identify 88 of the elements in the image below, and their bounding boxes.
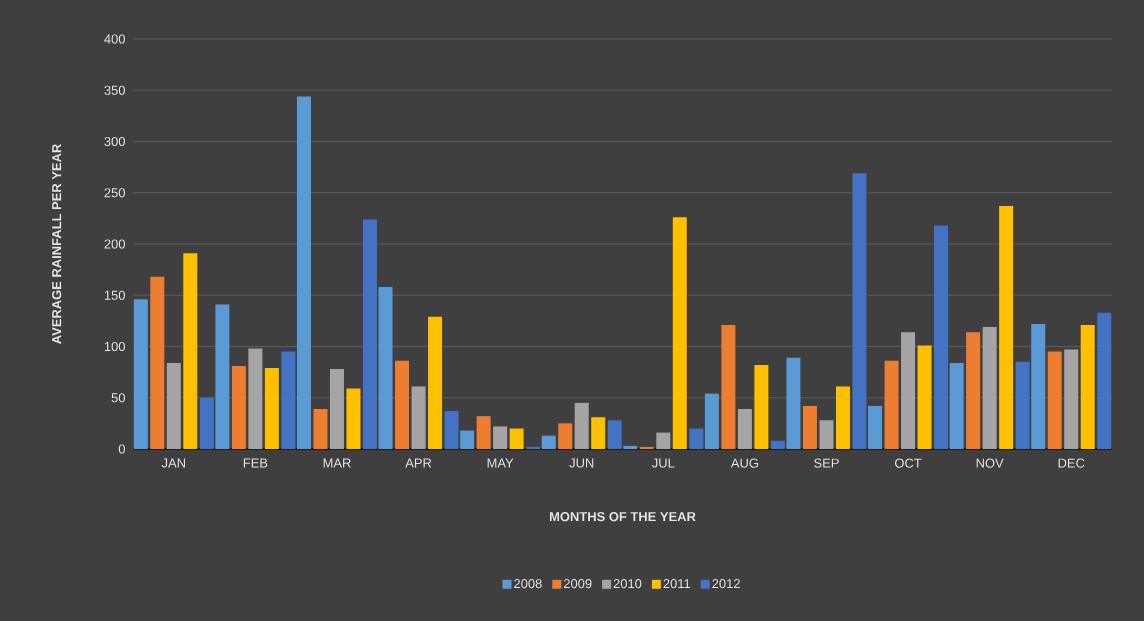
bar: [215, 304, 230, 449]
bar: [362, 219, 377, 449]
bar: [574, 402, 589, 449]
y-tick-label: 100: [104, 341, 125, 352]
bar: [281, 351, 296, 449]
bar: [901, 332, 916, 449]
bar: [917, 345, 932, 449]
bar: [346, 388, 361, 449]
bar: [835, 386, 850, 449]
bar: [476, 416, 491, 449]
bar: [949, 362, 964, 449]
x-axis-title: MONTHS OF THE YEAR: [549, 512, 696, 522]
bar: [509, 428, 524, 449]
bar: [656, 432, 671, 449]
bar: [999, 206, 1014, 449]
bar: [802, 405, 817, 449]
x-tick-label: JUL: [651, 458, 675, 468]
legend-label: 2011: [663, 579, 691, 589]
legend-label: 2008: [514, 579, 542, 589]
x-tick-label: NOV: [976, 458, 1004, 468]
bar: [1047, 351, 1062, 449]
bar: [133, 299, 148, 449]
bar: [166, 362, 181, 449]
bar: [444, 411, 459, 449]
bar: [966, 332, 981, 449]
bar: [689, 428, 704, 449]
bar: [526, 446, 541, 449]
x-tick-label: OCT: [894, 458, 922, 468]
bar: [982, 327, 997, 449]
x-tick-label: DEC: [1058, 458, 1085, 468]
bar: [199, 397, 214, 449]
y-tick-label: 50: [111, 393, 125, 403]
bar: [770, 440, 785, 449]
bar: [934, 225, 949, 449]
bar: [754, 364, 769, 449]
bar: [639, 446, 654, 449]
bar: [1080, 324, 1095, 449]
bar: [313, 409, 328, 449]
bar: [623, 445, 638, 449]
y-tick-label: 0: [118, 444, 125, 454]
bar: [541, 435, 556, 449]
bar: [378, 287, 393, 449]
x-tick-label: APR: [405, 458, 432, 468]
y-tick-label: 350: [104, 85, 125, 95]
bar: [460, 430, 475, 449]
bar: [591, 417, 606, 449]
x-tick-label: JUN: [569, 458, 594, 468]
bar: [1015, 361, 1030, 449]
bar: [411, 386, 426, 449]
bar: [704, 393, 719, 449]
legend-label: 2009: [563, 579, 592, 589]
bar: [672, 217, 687, 449]
bar: [819, 420, 834, 449]
y-axis-title: AVERAGE RAINFALL PER YEAR: [52, 144, 62, 344]
x-tick-label: AUG: [730, 458, 758, 468]
bar: [493, 426, 508, 449]
bar: [395, 360, 410, 449]
y-tick-label: 150: [104, 290, 125, 300]
bar: [264, 368, 279, 449]
bar: [852, 173, 867, 449]
bar: [248, 348, 263, 449]
bar: [786, 357, 801, 449]
bar: [607, 420, 622, 449]
bar: [1064, 349, 1079, 449]
bar: [329, 369, 344, 449]
bar: [183, 253, 198, 449]
bar: [868, 405, 883, 449]
x-tick-label: MAR: [323, 458, 351, 468]
bar: [737, 409, 752, 449]
bar: [428, 316, 443, 449]
bar: [231, 365, 246, 449]
bar: [296, 96, 311, 449]
y-tick-label: 300: [104, 136, 125, 147]
bar: [1097, 312, 1112, 449]
bar: [558, 423, 573, 449]
x-tick-label: FEB: [243, 458, 268, 468]
legend-label: 2012: [712, 579, 740, 589]
bar: [721, 324, 736, 449]
y-tick-label: 250: [104, 188, 125, 198]
legend-label: 2010: [613, 579, 642, 589]
y-tick-label: 400: [104, 34, 125, 44]
x-tick-label: JAN: [161, 458, 185, 468]
x-tick-label: MAY: [487, 458, 514, 468]
bar: [1031, 323, 1046, 449]
x-tick-label: SEP: [814, 458, 839, 468]
bar: [150, 276, 165, 449]
bar: [884, 360, 899, 449]
y-tick-label: 200: [104, 239, 125, 249]
